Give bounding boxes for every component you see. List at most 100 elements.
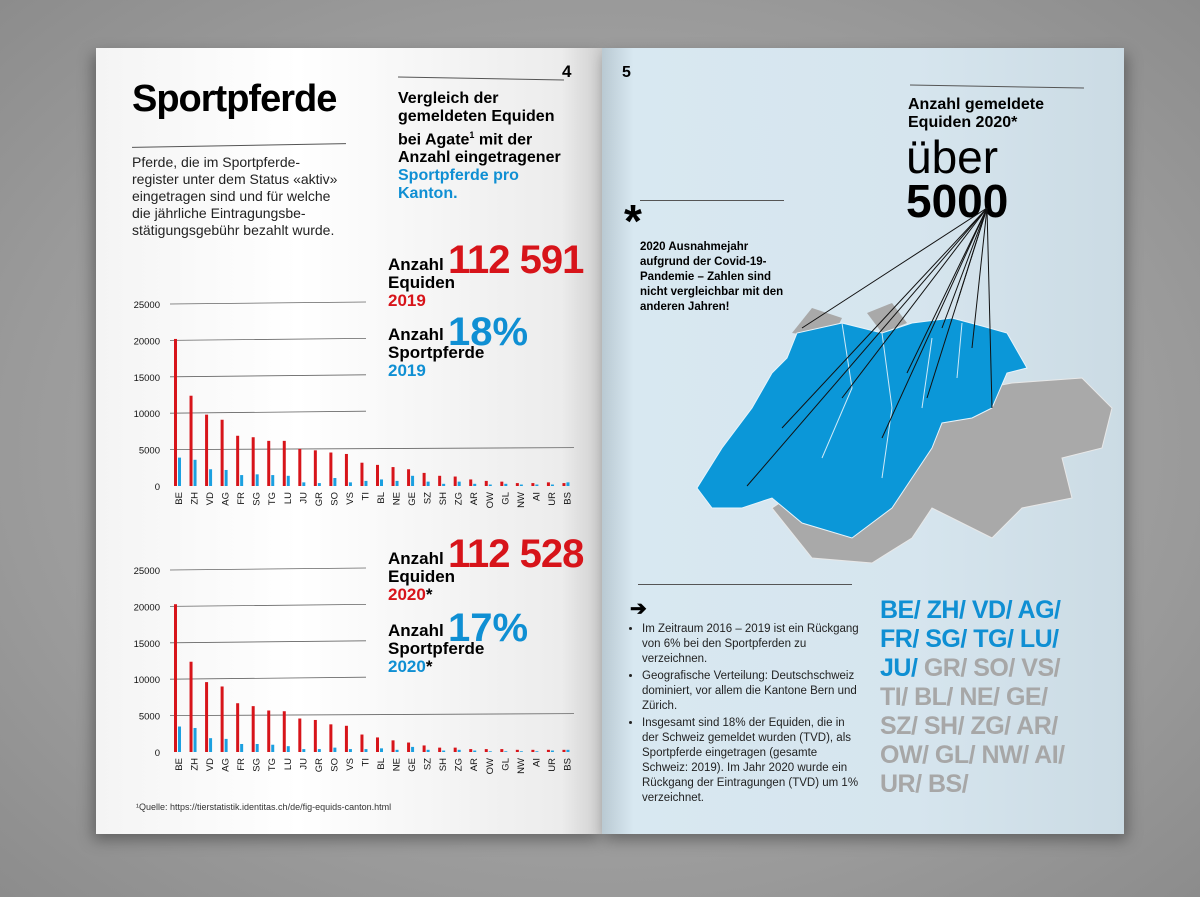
bar-sportpferde-zh xyxy=(193,727,197,752)
y-tick-label: 0 xyxy=(155,482,160,493)
bar-sportpferde-vd xyxy=(209,738,213,752)
bar-equiden-nw xyxy=(515,483,519,486)
x-tick-label: SH xyxy=(438,758,449,771)
map-over: über xyxy=(906,131,999,183)
x-tick-label: LU xyxy=(283,758,294,770)
x-tick-label: VD xyxy=(205,758,216,771)
bar-equiden-vs xyxy=(344,725,348,752)
gridline xyxy=(169,301,367,305)
bar-equiden-ai xyxy=(531,483,535,486)
bar-equiden-tg xyxy=(267,710,271,752)
bar-sportpferde-vs xyxy=(348,482,352,486)
bar-sportpferde-ju xyxy=(302,482,306,486)
x-tick-label: LU xyxy=(283,492,294,504)
y-tick-label: 15000 xyxy=(134,373,160,384)
x-tick-label: AI xyxy=(531,758,542,767)
y-tick-label: 15000 xyxy=(134,639,160,650)
bar-sportpferde-sz xyxy=(426,749,430,752)
bar-equiden-be xyxy=(174,604,177,752)
bar-sportpferde-bl xyxy=(380,479,383,486)
bar-sportpferde-nw xyxy=(519,751,523,752)
x-tick-label: BE xyxy=(174,758,185,771)
bar-sportpferde-ur xyxy=(550,750,554,752)
bar-sportpferde-so xyxy=(333,477,337,486)
x-tick-label: VD xyxy=(205,492,216,505)
list-item: Insgesamt sind 18% der Equiden, die in d… xyxy=(642,716,860,806)
footnote: ¹Quelle: https://tierstatistik.identitas… xyxy=(136,802,392,812)
x-tick-label: JU xyxy=(298,758,309,770)
x-tick-label: TG xyxy=(267,492,278,505)
y-tick-label: 10000 xyxy=(134,675,160,686)
bar-equiden-ar xyxy=(469,479,473,486)
bar-sportpferde-be xyxy=(178,726,181,752)
x-tick-label: VS xyxy=(345,492,356,505)
x-tick-label: GE xyxy=(407,492,418,506)
bar-equiden-gr xyxy=(313,450,317,486)
bar-sportpferde-ur xyxy=(550,484,554,486)
bar-sportpferde-bs xyxy=(566,482,570,486)
intro-text: Pferde, die im Sportpferde-register unte… xyxy=(132,154,338,238)
x-tick-label: JU xyxy=(298,492,309,504)
page-title: Sportpferde xyxy=(132,78,337,120)
covid-note: 2020 Ausnahmejahr aufgrund der Covid-19-… xyxy=(640,241,784,313)
bar-equiden-ur xyxy=(546,482,550,486)
bar-sportpferde-ar xyxy=(473,483,477,486)
bar-sportpferde-so xyxy=(333,747,337,752)
x-tick-label: SG xyxy=(252,758,263,772)
bar-sportpferde-sh xyxy=(442,483,446,486)
bar-sportpferde-ge xyxy=(411,746,415,752)
gridline xyxy=(169,374,367,378)
bar-sportpferde-ow xyxy=(488,751,492,752)
bar-sportpferde-fr xyxy=(240,475,244,486)
bar-chart-2019: 0 5000 10000 15000 20000 25000 BE ZH VD AG FR SG TG L… xyxy=(134,300,575,508)
x-tick-label: BL xyxy=(376,492,387,504)
y-tick-label: 25000 xyxy=(134,566,160,577)
x-tick-label: NE xyxy=(392,758,403,771)
bar-equiden-ti xyxy=(360,734,364,752)
bar-equiden-sz xyxy=(422,472,426,486)
x-tick-label: BS xyxy=(562,492,573,505)
x-tick-label: GR xyxy=(314,492,325,506)
x-tick-label: BS xyxy=(562,758,573,771)
map-value: 5000 xyxy=(906,175,1009,227)
bar-equiden-zh xyxy=(189,395,193,486)
list-item: Geografische Verteilung: Deutschschweiz … xyxy=(642,669,860,714)
x-tick-label: SZ xyxy=(423,758,434,770)
bar-sportpferde-zg xyxy=(457,749,461,752)
list-item: Im Zeitraum 2016 – 2019 ist ein Rückgang… xyxy=(642,622,860,667)
bar-equiden-ag xyxy=(220,686,224,752)
section-heading: Vergleich der gemeldeten Equiden bei Aga… xyxy=(398,90,561,203)
y-tick-label: 5000 xyxy=(139,446,160,457)
x-tick-label: SG xyxy=(252,492,263,506)
y-tick-label: 10000 xyxy=(134,409,160,420)
bar-equiden-bs xyxy=(562,749,566,752)
bar-sportpferde-sz xyxy=(426,481,430,486)
bar-chart-2020: 0 5000 10000 15000 20000 25000 BE ZH VD AG FR SG TG L… xyxy=(134,566,575,774)
bar-sportpferde-vs xyxy=(348,749,352,752)
bar-equiden-ju xyxy=(298,718,302,752)
bar-equiden-sg xyxy=(251,437,255,486)
bar-equiden-gl xyxy=(500,481,504,486)
x-tick-label: UR xyxy=(547,492,558,506)
bar-sportpferde-ne xyxy=(395,480,399,486)
bar-equiden-ar xyxy=(469,749,473,752)
x-tick-label: GL xyxy=(500,492,511,505)
gridline xyxy=(169,410,367,414)
bar-sportpferde-ow xyxy=(488,484,492,486)
x-tick-label: UR xyxy=(547,758,558,772)
bar-equiden-tg xyxy=(267,440,271,486)
bar-sportpferde-sh xyxy=(442,750,446,752)
bar-sportpferde-sg xyxy=(255,743,259,752)
gridline xyxy=(169,676,367,680)
canton-list: BE/ ZH/ VD/ AG/ FR/ SG/ TG/ LU/ JU/ GR/ … xyxy=(880,596,1065,798)
x-tick-label: NW xyxy=(516,758,527,774)
bullet-list: Im Zeitraum 2016 – 2019 ist ein Rückgang… xyxy=(628,622,860,808)
bar-sportpferde-gl xyxy=(504,483,508,486)
bar-equiden-bs xyxy=(562,483,566,486)
x-tick-label: NW xyxy=(516,492,527,508)
x-tick-label: BL xyxy=(376,758,387,770)
x-tick-label: GL xyxy=(500,758,511,771)
bar-sportpferde-zg xyxy=(457,481,461,486)
x-tick-label: BE xyxy=(174,492,185,505)
left-page: 4 Sportpferde Pferde, die im Sportpferde… xyxy=(96,48,602,834)
